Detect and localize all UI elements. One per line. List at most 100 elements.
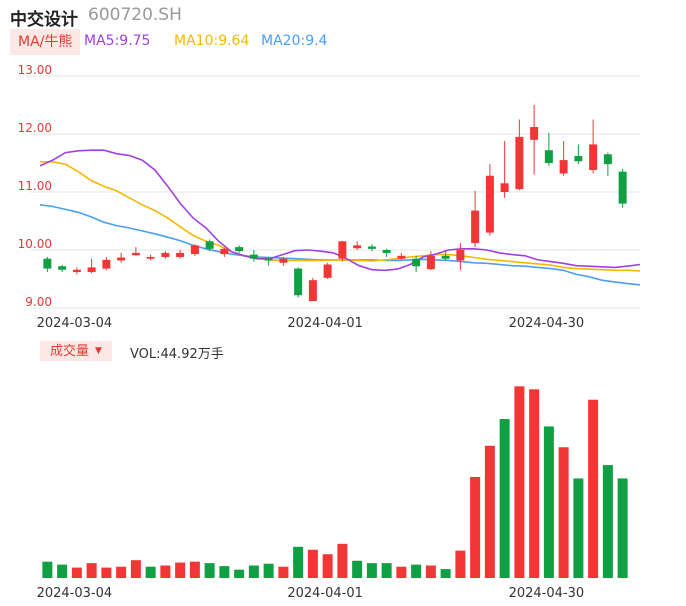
candle-body	[559, 160, 568, 174]
volume-bar	[322, 554, 333, 578]
volume-bar	[381, 563, 392, 578]
volume-bar	[278, 566, 289, 578]
ma10-line	[40, 161, 641, 272]
volume-bar	[42, 561, 53, 578]
candle-body	[515, 136, 524, 190]
volume-indicator-selector[interactable]: 成交量 ▼	[40, 341, 112, 361]
candle-body	[58, 266, 67, 270]
candle-body	[618, 171, 627, 204]
volume-bar	[248, 565, 259, 578]
volume-bar	[455, 550, 466, 578]
legend-ma10: MA10:9.64	[174, 33, 250, 49]
volume-bar	[529, 389, 540, 578]
volume-bar	[219, 566, 230, 578]
legend-ma5: MA5:9.75	[84, 33, 151, 49]
x-tick-label: 2024-04-01	[287, 316, 363, 331]
candle-body	[235, 247, 244, 252]
volume-bar	[588, 399, 599, 578]
candle-body	[190, 245, 199, 255]
volume-bar	[204, 563, 215, 578]
volume-bar	[307, 549, 318, 578]
candle-body	[353, 245, 362, 249]
candle-body	[308, 280, 317, 302]
candle-body	[456, 250, 465, 261]
candle-body	[205, 241, 214, 249]
y-tick-label: 13.00	[18, 63, 52, 77]
candle-body	[220, 248, 229, 255]
x-tick-label: 2024-04-30	[509, 586, 585, 601]
candle-body	[161, 252, 170, 257]
volume-bar	[145, 566, 156, 578]
candle-body	[43, 258, 52, 269]
volume-bar	[366, 563, 377, 578]
volume-bar	[352, 560, 363, 578]
candle-body	[146, 256, 155, 259]
candle-body	[544, 150, 553, 163]
caret-down-icon: ▼	[95, 346, 102, 356]
stock-name: 中交设计	[10, 10, 78, 30]
volume-bar	[57, 564, 68, 578]
y-tick-label: 10.00	[18, 237, 52, 251]
volume-bar	[71, 567, 82, 578]
y-tick-label: 11.00	[18, 179, 52, 193]
legend-ma20: MA20:9.4	[261, 33, 328, 49]
volume-bar	[484, 445, 495, 578]
candle-body	[574, 156, 583, 162]
volume-bar	[514, 386, 525, 578]
candle-body	[441, 255, 450, 259]
candle-body	[485, 175, 494, 233]
volume-bar	[86, 563, 97, 578]
candle-body	[249, 254, 258, 259]
x-tick-label: 2024-03-04	[37, 316, 113, 331]
volume-bar	[263, 563, 274, 578]
candle-body	[603, 154, 612, 165]
candle-body	[294, 268, 303, 296]
stock-code: 600720.SH	[88, 5, 182, 25]
volume-bar	[602, 465, 613, 578]
candle-body	[264, 258, 273, 261]
y-tick-label: 9.00	[25, 295, 52, 309]
volume-bar	[293, 546, 304, 578]
candle-body	[530, 127, 539, 140]
volume-bar	[175, 562, 186, 578]
candle-body	[382, 250, 391, 253]
volume-bar	[425, 565, 436, 578]
volume-bar	[499, 419, 510, 578]
volume-bar	[116, 566, 127, 578]
candle-body	[412, 258, 421, 267]
candle-body	[117, 257, 126, 261]
candle-body	[72, 269, 81, 273]
candle-body	[426, 255, 435, 270]
candle-body	[500, 183, 509, 192]
volume-bar	[470, 476, 481, 578]
volume-bar	[440, 569, 451, 578]
candle-body	[87, 267, 96, 273]
y-tick-label: 12.00	[18, 121, 52, 135]
candle-body	[589, 144, 598, 170]
candle-body	[323, 264, 332, 278]
volume-bar	[411, 564, 422, 578]
volume-bar	[130, 560, 141, 578]
volume-readout: VOL:44.92万手	[130, 347, 224, 362]
volume-bar	[160, 565, 171, 578]
volume-bar	[573, 478, 584, 578]
candle-body	[131, 252, 140, 256]
volume-bar	[234, 569, 245, 578]
candle-body	[471, 210, 480, 244]
volume-bar	[396, 566, 407, 578]
candle-body	[102, 259, 111, 269]
ma-indicator-selector[interactable]: MA/牛熊	[10, 29, 81, 55]
candle-body	[367, 246, 376, 249]
x-tick-label: 2024-03-04	[37, 586, 113, 601]
volume-bar	[101, 567, 112, 578]
volume-bar	[189, 561, 200, 578]
candle-body	[176, 252, 185, 257]
volume-bar	[543, 426, 554, 578]
x-tick-label: 2024-04-01	[287, 586, 363, 601]
volume-bar	[558, 447, 569, 578]
volume-bar	[617, 478, 628, 578]
candle-body	[338, 241, 347, 259]
volume-tag-label: 成交量	[50, 344, 90, 359]
candle-body	[279, 258, 288, 263]
